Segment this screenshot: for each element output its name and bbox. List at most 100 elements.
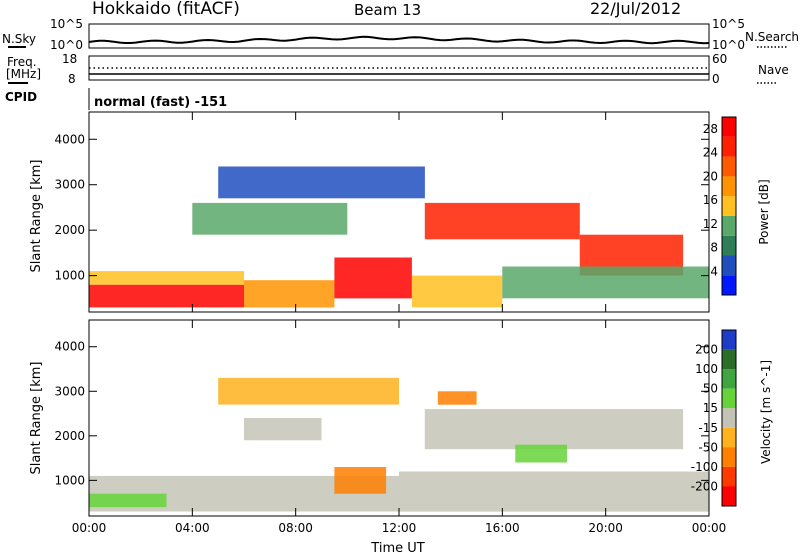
y-tick-label: 1000: [54, 269, 85, 283]
noise-left-tick-bottom: 10^0: [50, 38, 83, 52]
freq-left-label-1: Freq.: [7, 55, 37, 69]
noise-right-label: N.Search: [745, 30, 799, 44]
power-colorbar-swatch: [722, 275, 736, 295]
power-colorbar-swatch: [722, 136, 736, 157]
noise-panel: N.Sky 10^5 10^0 10^5 10^0 N.Search: [2, 17, 799, 52]
power-region: [89, 284, 244, 308]
x-tick-label: 20:00: [588, 521, 623, 535]
velocity-colorbar-swatch: [722, 388, 736, 409]
velocity-data: [89, 377, 709, 512]
date-title: 22/Jul/2012: [590, 0, 681, 18]
power-region: [411, 275, 503, 308]
velocity-region: [437, 391, 477, 405]
y-tick-label: 4000: [54, 340, 85, 354]
power-colorbar-swatch: [722, 196, 736, 216]
power-data: [89, 166, 709, 308]
noise-left-tick-top: 10^5: [50, 17, 83, 31]
power-colorbar-swatch: [722, 215, 736, 236]
velocity-region: [218, 377, 399, 405]
time-axis-label: Time UT: [370, 541, 424, 554]
noise-right-tick-bottom: 10^0: [712, 38, 745, 52]
velocity-colorbar-swatch: [722, 349, 736, 370]
cpid-label: CPID: [5, 90, 37, 104]
cpid-mode: normal (fast) -151: [94, 95, 227, 110]
velocity-y-axis: 1000 2000 3000 4000: [54, 340, 709, 487]
freq-right-tick-bottom: 0: [712, 72, 720, 86]
noise-right-tick-top: 10^5: [712, 17, 745, 31]
power-colorbar-tick: 8: [710, 241, 718, 255]
power-colorbar-tick: 16: [703, 193, 718, 207]
y-tick-label: 2000: [54, 429, 85, 443]
power-region: [192, 202, 348, 235]
beam-title: Beam 13: [354, 1, 421, 19]
power-colorbar-frame: [721, 116, 737, 296]
power-region: [218, 166, 425, 199]
power-colorbar-swatch: [722, 117, 736, 137]
freq-right-tick-top: 60: [712, 52, 727, 66]
velocity-colorbar-swatch: [722, 408, 736, 428]
station-title: Hokkaido (fitACF): [92, 0, 240, 19]
velocity-colorbar-tick: -100: [691, 460, 718, 474]
power-x-axis: [88, 112, 710, 312]
velocity-colorbar-tick: -15: [698, 421, 718, 435]
x-tick-label: 04:00: [175, 521, 210, 535]
freq-right-label: Nave: [758, 63, 789, 77]
velocity-colorbar: 200 100 50 15 -15 -50 -100 -200: [691, 329, 737, 507]
noise-trace: [88, 35, 710, 45]
x-tick-label: 00:00: [72, 521, 107, 535]
noise-panel-frame: [88, 23, 710, 49]
velocity-region: [334, 467, 387, 494]
power-y-axis: 1000 2000 3000 4000: [54, 132, 709, 283]
velocity-colorbar-tick: 50: [703, 382, 718, 396]
velocity-region: [424, 409, 684, 450]
freq-panel: Freq. [MHz] 18 8 60 0 Nave: [6, 52, 789, 86]
noise-left-label: N.Sky: [2, 32, 36, 46]
velocity-colorbar-frame: [721, 329, 737, 507]
y-tick-label: 1000: [54, 473, 85, 487]
x-tick-label: 08:00: [278, 521, 313, 535]
x-tick-label: 00:00: [692, 521, 727, 535]
power-colorbar-swatch: [722, 156, 736, 177]
x-tick-label: 16:00: [485, 521, 520, 535]
velocity-colorbar-tick: -200: [691, 479, 718, 493]
velocity-colorbar-tick: 200: [695, 343, 718, 357]
velocity-colorbar-tick: 100: [695, 362, 718, 376]
velocity-colorbar-swatch: [722, 466, 736, 487]
velocity-colorbar-tick: 15: [703, 401, 718, 415]
velocity-colorbar-label: Velocity [m s^-1]: [759, 360, 773, 464]
velocity-panel: 1000 2000 3000 4000 00:00 04:00 08:00 12:00 16:…: [29, 319, 773, 554]
noise-sky-line: [88, 35, 710, 45]
power-colorbar-tick: 4: [710, 264, 718, 278]
velocity-colorbar-swatch: [722, 427, 736, 448]
velocity-colorbar-swatch: [722, 447, 736, 467]
freq-left-tick-bottom: 8: [68, 72, 76, 86]
freq-left-tick-top: 18: [62, 52, 77, 66]
power-colorbar-tick: 20: [703, 169, 718, 183]
velocity-ylabel: Slant Range [km]: [29, 362, 44, 475]
velocity-colorbar-swatch: [722, 369, 736, 389]
y-tick-label: 3000: [54, 384, 85, 398]
power-region: [334, 257, 412, 299]
power-region: [244, 280, 335, 308]
power-ylabel: Slant Range [km]: [29, 160, 44, 273]
velocity-region: [515, 444, 567, 463]
velocity-region: [399, 471, 709, 512]
y-tick-label: 2000: [54, 223, 85, 237]
velocity-colorbar-tick: -50: [698, 440, 718, 454]
power-colorbar-label: Power [dB]: [757, 179, 771, 244]
power-region: [424, 202, 580, 240]
cpid-panel: CPID normal (fast) -151: [5, 88, 227, 110]
power-colorbar-tick: 12: [703, 217, 718, 231]
power-panel: 1000 2000 3000 4000 Slant Range [km] 4 8 12 16…: [29, 111, 771, 313]
power-colorbar-tick: 24: [703, 146, 718, 160]
power-colorbar-swatch: [722, 255, 736, 276]
velocity-x-axis: 00:00 04:00 08:00 12:00 16:00 20:00 00:00: [72, 320, 727, 535]
y-tick-label: 4000: [54, 132, 85, 146]
velocity-region: [244, 418, 322, 441]
freq-left-label-2: [MHz]: [6, 67, 41, 81]
y-tick-label: 3000: [54, 178, 85, 192]
power-colorbar-swatch: [722, 235, 736, 256]
velocity-colorbar-swatch: [722, 330, 736, 350]
power-region: [502, 266, 709, 299]
